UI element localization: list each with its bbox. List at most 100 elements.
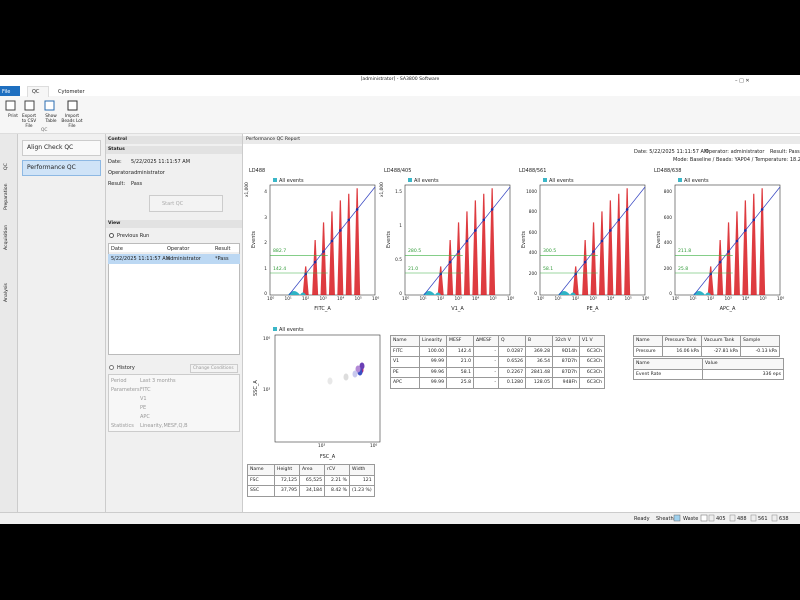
side-tab[interactable]: Preparation <box>4 183 9 210</box>
ribbon-icon <box>24 100 35 111</box>
fit-point <box>482 218 486 222</box>
table-cell: 2.21 % <box>324 474 350 486</box>
radio-label[interactable]: Previous Run <box>117 233 150 239</box>
fit-point <box>592 250 595 253</box>
fit-point <box>347 218 351 222</box>
table-header-cell: Q <box>498 335 526 347</box>
side-tab[interactable]: Analysis <box>4 283 9 302</box>
column-header: Date <box>111 246 123 252</box>
y-axis-label: Events <box>386 231 392 248</box>
histogram-peak <box>312 240 319 295</box>
legend-label: All events <box>279 327 304 333</box>
fit-point <box>330 239 334 243</box>
button-label[interactable]: Change Conditions <box>193 366 234 371</box>
ribbon-button[interactable]: Print <box>8 114 18 119</box>
nav-button[interactable] <box>22 140 101 156</box>
x-tick-label: 10² <box>572 297 580 302</box>
fit-point <box>609 229 612 232</box>
table-cell: 0.2267 <box>498 366 526 378</box>
window-title: [administrator] - SA3800 Software <box>360 77 440 82</box>
setting-value: FITC <box>140 387 151 393</box>
fit-point <box>490 208 494 211</box>
side-tab-strip <box>0 134 18 524</box>
table-header-cell: Sample <box>740 335 780 347</box>
radio-previous[interactable] <box>109 233 114 238</box>
y-scale-label: x1,000 <box>380 182 385 197</box>
fit-point <box>322 250 325 253</box>
report-info: Date: 5/22/2025 11:11:57 AM <box>634 149 709 155</box>
button-label[interactable]: Start QC <box>162 201 184 207</box>
x-tick-label: 10⁵ <box>624 297 632 302</box>
file-tab-bg <box>0 86 20 96</box>
table-header-cell: Pressure Tank <box>662 335 702 347</box>
ribbon-tab[interactable]: QC <box>32 89 40 95</box>
ribbon-button[interactable]: Show Table <box>45 114 57 124</box>
histogram-peak <box>759 188 766 295</box>
table-cell: 8.42 % <box>324 485 350 497</box>
status-text: 405 <box>716 516 726 522</box>
change-conditions-button[interactable] <box>190 364 238 373</box>
x-tick-label: 10¹ <box>419 297 427 302</box>
start-qc-button[interactable] <box>149 195 223 212</box>
table-cell: 121 <box>349 474 375 486</box>
x-tick-label: 10¹ <box>689 297 697 302</box>
radio-history[interactable] <box>109 365 114 370</box>
table-header-cell: Name <box>633 358 703 370</box>
table-cell: 37,795 <box>274 485 300 497</box>
table-cell: 2841.48 <box>525 366 553 378</box>
x-axis-label: PE_A <box>586 306 599 312</box>
field-label: Operator: <box>108 170 132 176</box>
radio-label[interactable]: History <box>117 365 135 371</box>
setting-label: Period <box>111 378 127 384</box>
column-header: Operator <box>167 246 190 252</box>
y-axis-label: Events <box>656 231 662 248</box>
fit-point <box>457 250 460 253</box>
table-cell: 87D7h <box>552 366 580 378</box>
marker-label: 58.1 <box>543 267 554 272</box>
legend-swatch <box>543 178 547 182</box>
table-cell: 6C3Ch <box>579 356 605 368</box>
table-cell: 336 eps <box>702 368 784 380</box>
setting-value: Last 3 months <box>140 378 176 384</box>
y-tick-label: 800 <box>663 190 672 195</box>
legend-swatch <box>273 327 277 331</box>
ribbon-button[interactable]: Export to CSV File <box>21 114 37 129</box>
side-tab[interactable]: Acquisition <box>4 224 9 250</box>
x-tick-label: 10⁵ <box>759 297 767 302</box>
y-tick-label: 4 <box>264 190 267 195</box>
histogram-peak <box>707 266 714 295</box>
fit-point <box>465 239 469 243</box>
plot-frame <box>274 334 381 443</box>
histogram-noise <box>423 291 441 295</box>
field-value: Pass <box>131 181 143 187</box>
data-table: Name Height Area rCV Width FSC 72,125 65,525 2.2… <box>247 464 375 497</box>
x-axis-label: FSC_A <box>319 454 336 460</box>
table-header-cell: Name <box>633 335 663 347</box>
nav-label[interactable]: Performance QC <box>27 164 76 171</box>
ribbon-tab[interactable]: Cytometer <box>58 89 85 95</box>
histogram-peak <box>733 211 740 295</box>
fit-point <box>313 260 317 264</box>
y-tick-label: 0.5 <box>395 258 402 263</box>
nav-panel <box>18 134 105 524</box>
histogram-peak <box>489 188 496 295</box>
x-tick-label: 10⁶ <box>370 444 378 449</box>
y-axis-label: Events <box>251 231 257 248</box>
y-tick-label: 400 <box>663 241 672 246</box>
nav-label[interactable]: Align Check QC <box>27 144 74 151</box>
fit-point <box>718 260 722 264</box>
laser-indicator <box>750 514 757 522</box>
histogram-peak <box>572 266 579 295</box>
status-header <box>106 146 242 154</box>
x-tick-label: 10⁴ <box>607 297 615 302</box>
histogram-peak <box>480 193 487 295</box>
ribbon-tab[interactable]: File <box>2 89 11 95</box>
x-tick-label: 10² <box>437 297 445 302</box>
table-header-cell: Name <box>390 335 420 347</box>
table-cell: 6C3Ch <box>579 377 605 389</box>
data-table: Name Value Event Rate 336 eps <box>633 358 784 380</box>
side-tab[interactable]: QC <box>4 163 9 170</box>
ribbon-button[interactable]: Import Beads Lot File <box>61 114 83 129</box>
nav-button-selected[interactable] <box>22 160 101 176</box>
x-tick-label: 10³ <box>319 297 327 302</box>
